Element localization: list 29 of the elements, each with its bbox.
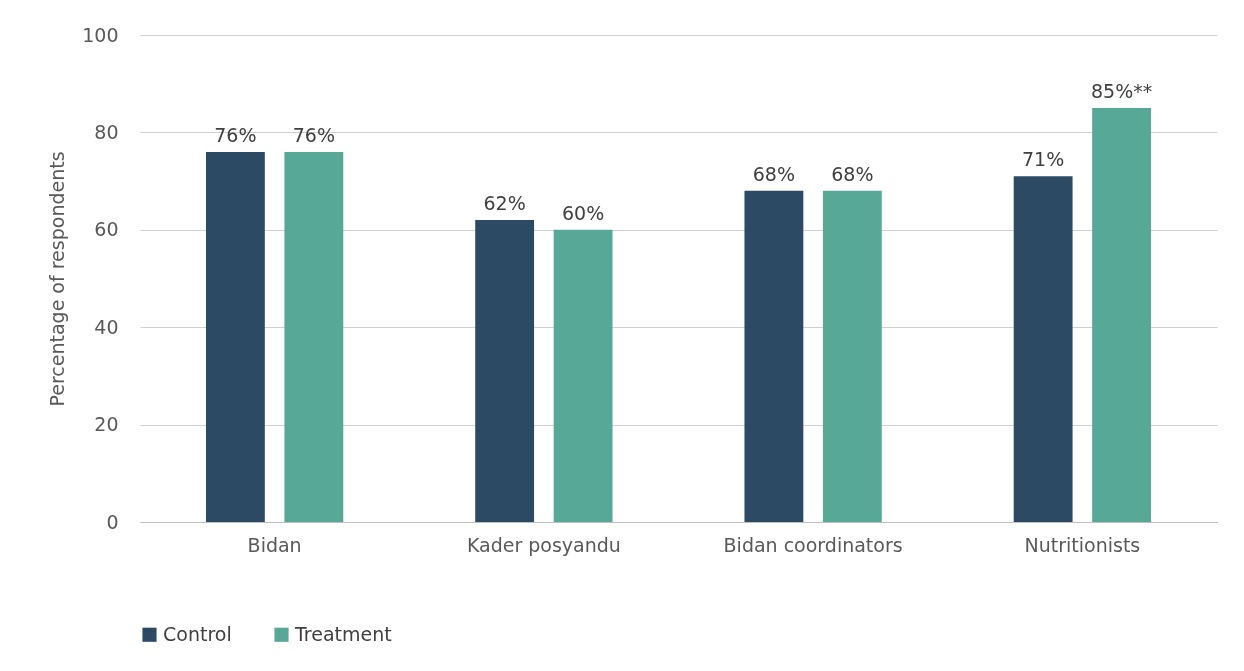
data-label: 68% [831,162,874,185]
data-label: 76% [214,123,257,146]
y-axis-title: Percentage of respondents [46,151,69,407]
y-tick-label: 20 [94,413,119,436]
bar [475,220,535,522]
x-tick-label: Bidan [247,533,302,556]
bar [553,229,613,522]
y-tick-label: 60 [94,218,119,241]
y-tick-label: 0 [106,510,119,533]
bar [205,151,265,522]
bar [744,190,804,522]
data-label: 62% [483,192,526,215]
data-label: 76% [292,123,335,146]
y-tick-label: 40 [94,315,119,338]
data-label: 71% [1022,148,1065,171]
y-tick-label: 80 [94,120,119,143]
legend-label: Treatment [294,622,392,645]
bar [1092,108,1152,522]
x-tick-label: Kader posyandu [466,533,621,556]
data-label: 68% [752,162,796,185]
legend-label: Control [163,622,232,645]
data-label: 60% [561,201,605,224]
x-tick-label: Bidan coordinators [723,533,903,556]
y-tick-label: 100 [82,23,119,46]
bar [284,151,344,522]
data-label: 85%** [1090,80,1153,103]
bar [1013,176,1073,522]
x-tick-label: Nutritionists [1024,533,1141,556]
bar [822,190,882,522]
